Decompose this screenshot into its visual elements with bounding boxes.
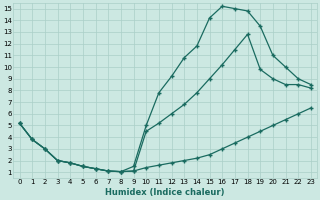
X-axis label: Humidex (Indice chaleur): Humidex (Indice chaleur) [106, 188, 225, 197]
